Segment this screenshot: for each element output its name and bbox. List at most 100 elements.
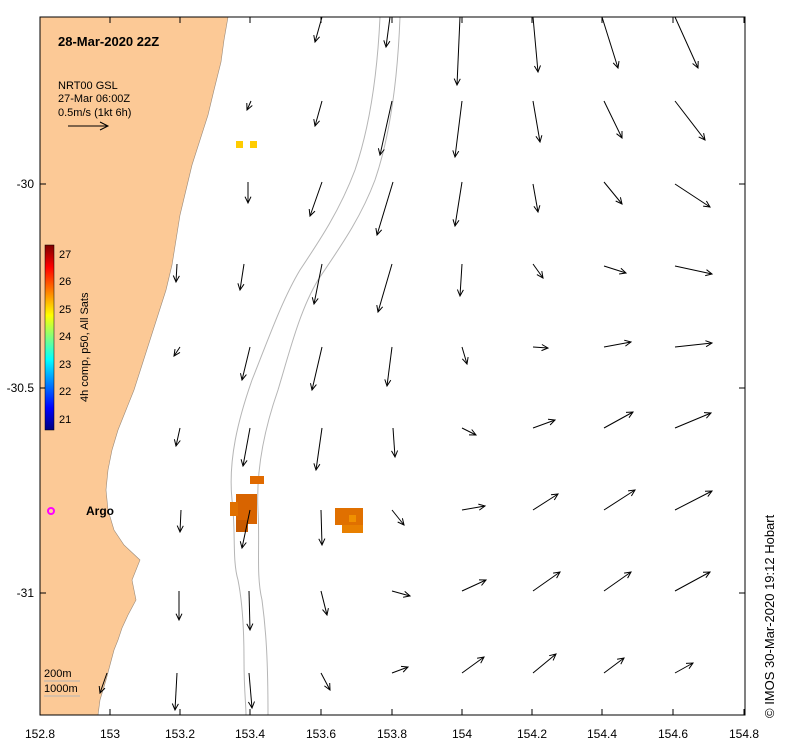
x-tick-label: 154.6: [658, 727, 688, 741]
current-vector: [674, 265, 714, 277]
x-tick-label: 154.8: [729, 727, 759, 741]
map-title: 28-Mar-2020 22Z: [58, 34, 159, 49]
current-vector: [603, 339, 633, 348]
colorbar-tick: 25: [59, 304, 71, 316]
land-mass: [40, 17, 229, 715]
colorbar-tick: 23: [59, 359, 71, 371]
current-vector: [452, 181, 463, 228]
current-vector: [603, 411, 635, 429]
x-tick-label: 153: [100, 727, 120, 741]
current-vector: [603, 657, 625, 674]
current-vector: [244, 182, 252, 205]
current-legend: NRT00 GSL 27-Mar 06:00Z 0.5m/s (1kt 6h): [58, 80, 131, 131]
current-vector: [308, 181, 323, 218]
current-vector: [456, 263, 464, 298]
current-vector: [175, 591, 183, 622]
current-vector: [674, 340, 714, 348]
current-vector: [320, 590, 329, 617]
x-tick-label: 152.8: [25, 727, 55, 741]
current-vector: [461, 427, 478, 436]
current-vector: [532, 493, 559, 511]
depth-legend: 200m 1000m: [44, 668, 80, 697]
current-vector: [461, 346, 469, 366]
argo-marker: [47, 507, 55, 515]
current-vectors: [98, 17, 714, 712]
current-vector: [384, 346, 393, 388]
current-vector: [674, 490, 714, 511]
current-vector: [674, 662, 695, 674]
current-vector: [391, 590, 412, 598]
current-vector: [452, 100, 463, 159]
current-vector: [603, 571, 632, 592]
x-tick-label: 153.2: [165, 727, 195, 741]
colorbar-gradient: [44, 244, 55, 431]
current-vector: [532, 263, 544, 279]
depth-label-1000m: 1000m: [44, 683, 78, 695]
current-vector: [461, 503, 487, 511]
legend-source: NRT00 GSL: [58, 80, 118, 92]
current-vector: [391, 509, 405, 526]
current-vector: [674, 100, 706, 141]
current-vector: [532, 344, 550, 352]
current-vector: [532, 653, 557, 674]
current-vector: [674, 412, 713, 429]
colorbar-tick: 24: [59, 331, 71, 343]
current-vector: [461, 579, 488, 592]
current-vector: [532, 418, 557, 429]
current-vector: [246, 590, 254, 632]
argo-label: Argo: [86, 504, 114, 518]
current-vector: [375, 181, 394, 237]
contour-200m: [230, 17, 381, 715]
current-vector: [247, 672, 255, 710]
colorbar-tick: 27: [59, 249, 71, 261]
current-vector: [601, 17, 620, 70]
colorbar-tick: 22: [59, 386, 71, 398]
current-vector: [313, 100, 323, 128]
x-axis-labels: 152.8 153 153.2 153.4 153.6 153.8 154 15…: [25, 727, 759, 741]
current-vector: [674, 183, 711, 208]
x-tick-label: 154.2: [517, 727, 547, 741]
current-vector: [237, 263, 245, 292]
x-tick-label: 154.4: [587, 727, 617, 741]
current-vector: [603, 265, 628, 275]
current-vector: [240, 346, 251, 382]
current-vector: [98, 672, 108, 695]
axis-ticks: [39, 17, 745, 715]
sst-colorbar: 27 26 25 24 23 22 21 4h comp, p50, All S…: [44, 244, 91, 431]
current-vector: [603, 489, 636, 511]
colorbar-tick: 21: [59, 414, 71, 426]
x-tick-label: 153.8: [377, 727, 407, 741]
argo-float: Argo: [47, 504, 114, 518]
current-vector: [532, 183, 541, 214]
y-tick-label: -30: [17, 177, 35, 191]
current-vector: [603, 100, 623, 140]
current-vector: [313, 427, 323, 472]
legend-scale: 0.5m/s (1kt 6h): [58, 107, 131, 119]
y-axis-labels: -30 -30.5 -31: [7, 177, 35, 600]
legend-time: 27-Mar 06:00Z: [58, 93, 130, 105]
current-vector: [173, 346, 181, 357]
current-vector: [532, 571, 561, 592]
credit-text: © IMOS 30-Mar-2020 19:12 Hobart: [762, 514, 777, 718]
current-vector: [318, 509, 326, 547]
current-vector: [320, 672, 331, 692]
colorbar-label: 4h comp, p50, All Sats: [79, 292, 91, 402]
current-vector: [173, 427, 181, 448]
current-vector: [383, 17, 391, 49]
current-vector: [239, 509, 251, 550]
colorbar-tick: 26: [59, 276, 71, 288]
current-vector: [391, 427, 399, 459]
current-vector: [674, 17, 699, 70]
current-vector: [377, 100, 393, 157]
current-vector: [172, 263, 180, 284]
x-tick-label: 153.6: [306, 727, 336, 741]
current-vector: [171, 672, 179, 712]
current-vector: [246, 100, 253, 112]
current-vector: [176, 509, 184, 534]
current-vector: [603, 181, 623, 205]
depth-label-200m: 200m: [44, 668, 72, 680]
contour-1000m: [257, 17, 401, 715]
current-vector: [532, 100, 543, 144]
y-tick-label: -30.5: [7, 381, 35, 395]
